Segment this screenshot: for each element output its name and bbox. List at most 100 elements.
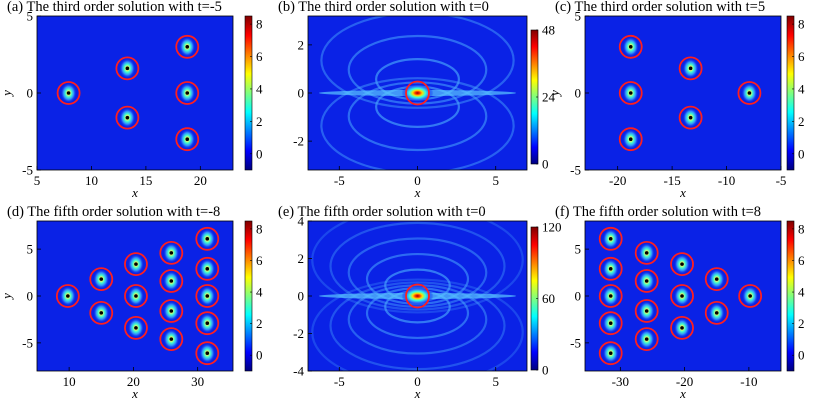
y-tick-label: -2 (293, 326, 304, 341)
peak-marker-circle (704, 300, 729, 325)
peak-marker-circle (704, 267, 729, 292)
peak-marker-circle (678, 105, 703, 130)
peak-marker-circle (159, 327, 184, 352)
peak-core (680, 294, 684, 298)
peak-core (608, 321, 613, 325)
x-tick-label: -5 (334, 173, 345, 188)
colorbar-tick-label: 0 (256, 146, 263, 161)
peak-core (125, 115, 130, 120)
peak-core (608, 351, 613, 355)
peak-marker-circle (56, 81, 81, 105)
peak-core (644, 279, 649, 283)
x-axis-label: x (131, 386, 138, 401)
peak-core (169, 251, 174, 255)
peak-marker-circle (670, 315, 694, 340)
colorbar-tick-label: 8 (256, 17, 263, 32)
x-tick-label: -10 (740, 374, 757, 389)
lobe-upper (347, 34, 488, 105)
panel-title: (a) The third order solution with t=-5 (7, 0, 222, 15)
colorbar-tick-label: 0 (798, 348, 805, 363)
lobe-upper (329, 221, 506, 311)
peak-marker-circle (55, 284, 80, 308)
peak-marker-circle (405, 283, 430, 309)
panel-title: (e) The fifth order solution with t=0 (278, 204, 486, 220)
peak-core (608, 294, 613, 298)
lobe-lower (311, 278, 524, 371)
panel-f: (f) The fifth order solution with t=8 -30… (555, 204, 805, 401)
peak-marker-circle (195, 256, 220, 281)
peak-core (205, 351, 210, 355)
x-tick-label: -10 (718, 173, 735, 188)
peak-marker-circle (634, 240, 659, 265)
peak-marker-circle (115, 56, 140, 81)
lobe-upper (311, 221, 524, 314)
peak-marker-circle (634, 299, 659, 323)
peak-core (688, 66, 693, 71)
peak-marker-circle (737, 81, 762, 105)
panel-title: (d) The fifth order solution with t=-8 (7, 204, 220, 220)
y-tick-label: 0 (575, 86, 582, 101)
colorbar-tick-label: 4 (256, 285, 263, 300)
y-tick-label: 2 (298, 37, 305, 52)
peak-core (644, 309, 649, 313)
peak-marker-circle (598, 226, 623, 251)
peak-marker-circle (598, 284, 623, 308)
colorbar-tick-label: 8 (798, 221, 805, 236)
panel-a: (a) The third order solution with t=-55 1… (0, 0, 263, 200)
x-axis-label: x (679, 386, 686, 401)
colorbar (786, 220, 795, 372)
panel-title: (f) The fifth order solution with t=8 (555, 204, 761, 220)
peak-marker-circle (598, 256, 623, 281)
peak-core (169, 337, 174, 341)
y-tick-label: -5 (570, 335, 581, 350)
peak-core (134, 326, 138, 330)
x-tick-label: 10 (85, 173, 98, 188)
colorbar-tick-label: 120 (542, 220, 562, 235)
peak-core (169, 279, 174, 283)
x-tick-label: -5 (776, 173, 787, 188)
y-tick-label: -5 (570, 163, 581, 178)
peak-core (748, 294, 752, 298)
peak-marker-circle (678, 56, 703, 81)
colorbar-tick-label: 0 (542, 157, 549, 172)
y-tick-label: 2 (298, 251, 305, 266)
peak-marker-circle (89, 300, 114, 325)
colorbar (244, 220, 253, 372)
colorbar-tick-label: 6 (798, 49, 805, 64)
panel-e: (e) The fifth order solution with t=0 -5 0… (278, 204, 562, 401)
peak (401, 84, 434, 102)
peak-marker-circle (670, 252, 694, 277)
colorbar-tick-label: 8 (256, 221, 263, 236)
peak-core (66, 91, 71, 95)
peak-marker-circle (405, 80, 430, 106)
peak-marker-circle (115, 105, 140, 130)
lobe-upper (320, 16, 515, 109)
peak-core (608, 267, 613, 271)
peak-core (747, 91, 752, 95)
peak-marker-circle (618, 81, 643, 105)
peak-core (680, 262, 684, 266)
y-tick-label: -4 (293, 364, 304, 379)
peak-core (628, 45, 633, 49)
colorbar-tick-label: 2 (256, 114, 263, 129)
y-tick-label: 0 (298, 289, 305, 304)
y-tick-label: 5 (575, 242, 582, 257)
peak-marker-circle (598, 341, 623, 366)
peak-core (644, 337, 649, 341)
peak-marker-circle (195, 341, 220, 366)
colorbar-tick-label: 6 (256, 253, 263, 268)
y-tick-label: 5 (27, 242, 34, 257)
colorbar-tick-label: 6 (798, 253, 805, 268)
x-tick-label: -15 (663, 173, 680, 188)
colorbar-tick-label: 2 (798, 316, 805, 331)
peak-core (99, 277, 104, 281)
peak-marker-circle (175, 127, 200, 152)
peak-marker-circle (159, 240, 184, 265)
panel-title: (c) The third order solution with t=5 (555, 0, 765, 15)
peak-marker-circle (175, 34, 200, 59)
peak-core (169, 309, 174, 313)
peak-marker-circle (159, 299, 184, 323)
peak-core (205, 237, 210, 241)
y-tick-label: 0 (27, 289, 34, 304)
